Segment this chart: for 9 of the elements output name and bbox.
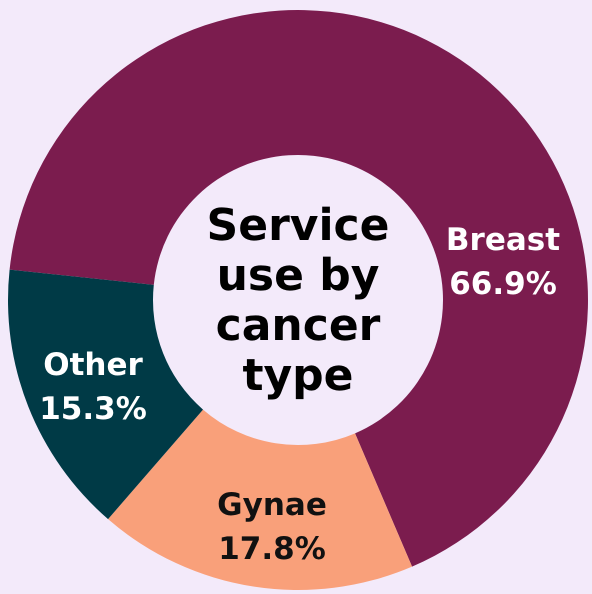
slice-label: Gynae [217, 487, 327, 523]
donut-slice [10, 10, 588, 567]
donut-slice [8, 270, 204, 520]
data-label: 17.8% [218, 531, 326, 567]
data-label: 66.9% [449, 266, 557, 302]
slice-label: Breast [446, 222, 560, 258]
text: Service use by cancer type [206, 200, 390, 401]
data-label: 15.3% [39, 391, 147, 427]
slice-label: Other [43, 347, 144, 383]
